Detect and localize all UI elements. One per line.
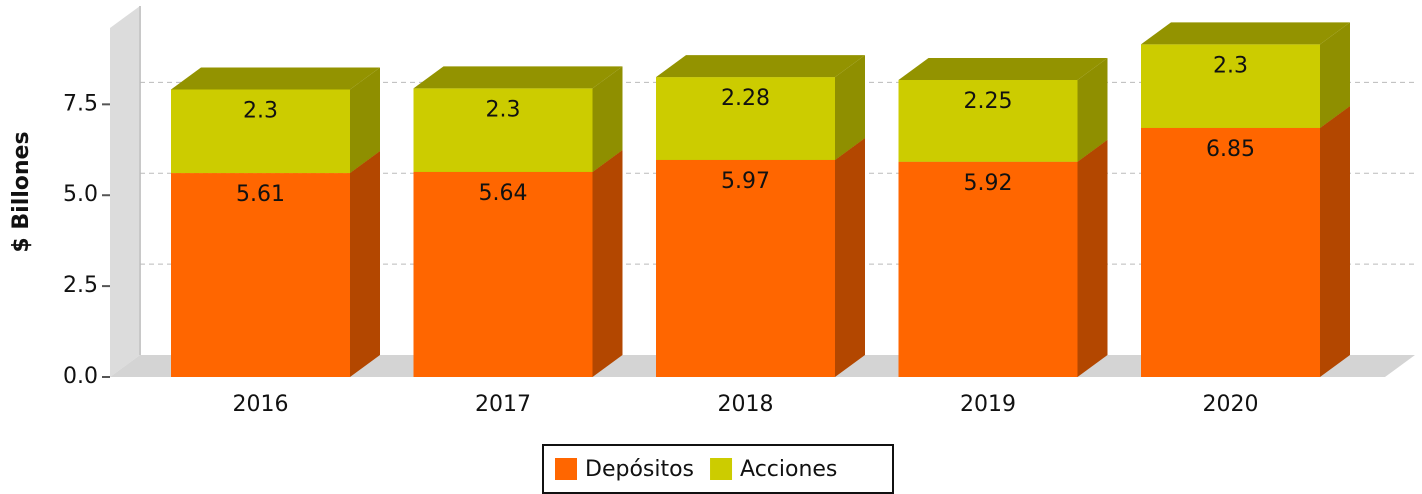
bar-front xyxy=(1141,127,1320,377)
bar-top xyxy=(171,67,380,90)
bar-front xyxy=(1141,44,1320,128)
x-tick-label: 2018 xyxy=(718,392,774,417)
x-tick-label: 2020 xyxy=(1203,392,1259,417)
y-tick-label: 0.0 xyxy=(63,364,98,389)
bar-side xyxy=(592,66,623,172)
bar-front xyxy=(171,173,350,377)
y-axis-label: $ Billones xyxy=(9,131,34,252)
bar-top xyxy=(413,66,623,89)
bar-top xyxy=(1141,22,1350,45)
legend: Depósitos Acciones xyxy=(542,444,894,494)
value-label: 2.3 xyxy=(1213,53,1248,78)
legend-swatch xyxy=(555,458,577,480)
bar-side xyxy=(1077,139,1108,377)
bar-side xyxy=(835,55,865,160)
value-label: 2.25 xyxy=(964,89,1013,114)
x-tick-label: 2017 xyxy=(475,392,531,417)
x-tick-label: 2016 xyxy=(233,392,289,417)
bar-side xyxy=(350,151,380,377)
bar-front xyxy=(898,79,1078,162)
bar-side xyxy=(1077,57,1108,162)
bar-front xyxy=(898,161,1078,377)
value-label: 6.85 xyxy=(1206,137,1255,162)
bar-side xyxy=(835,137,865,377)
x-tick-label: 2019 xyxy=(960,392,1016,417)
value-label: 2.3 xyxy=(243,98,278,123)
bar-side xyxy=(592,149,623,377)
bar-front xyxy=(413,171,593,377)
value-label: 2.28 xyxy=(721,86,770,111)
bar-top xyxy=(898,57,1108,80)
bar-side xyxy=(1320,105,1350,377)
bar-front xyxy=(656,159,835,377)
bar-top xyxy=(656,55,865,78)
bar-front xyxy=(656,77,835,160)
bar xyxy=(656,55,865,160)
back-wall xyxy=(110,6,140,377)
value-label: 5.92 xyxy=(964,171,1013,196)
bar xyxy=(171,67,380,174)
legend-swatch xyxy=(710,458,733,480)
y-tick-label: 7.5 xyxy=(63,91,98,116)
legend-label: Depósitos xyxy=(585,457,694,482)
bar-front xyxy=(171,89,350,174)
bar-side xyxy=(350,67,380,174)
value-label: 2.3 xyxy=(486,97,521,122)
bar xyxy=(413,66,623,172)
y-tick-label: 2.5 xyxy=(63,273,98,298)
bar xyxy=(898,57,1108,162)
y-tick-label: 5.0 xyxy=(63,182,98,207)
value-label: 5.61 xyxy=(236,182,285,207)
bar-front xyxy=(413,88,593,172)
bar xyxy=(1141,22,1350,128)
bar-side xyxy=(1320,22,1350,128)
value-label: 5.97 xyxy=(721,169,770,194)
value-label: 5.64 xyxy=(479,181,528,206)
legend-label: Acciones xyxy=(740,457,837,482)
